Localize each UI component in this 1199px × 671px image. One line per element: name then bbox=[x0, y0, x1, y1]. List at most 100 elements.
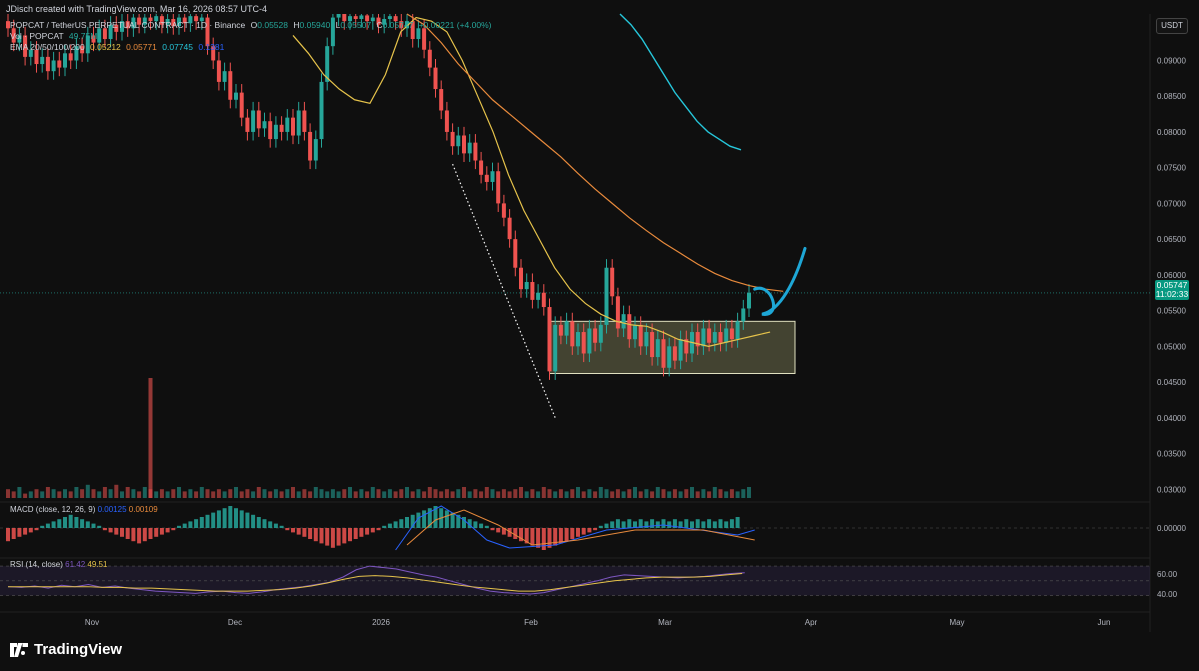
volume-bar bbox=[17, 487, 22, 498]
candle-body bbox=[644, 332, 649, 347]
candle-body bbox=[405, 21, 409, 29]
legend-l-label: L bbox=[335, 20, 341, 30]
dotted-trend-line bbox=[452, 163, 556, 419]
candle-body bbox=[450, 131, 455, 147]
volume-bar bbox=[159, 489, 164, 498]
candle-body bbox=[262, 121, 267, 129]
candle-body bbox=[684, 339, 689, 354]
volume-bar bbox=[91, 489, 96, 498]
volume-bar bbox=[205, 489, 210, 498]
volume-bar bbox=[667, 491, 672, 498]
volume-bar bbox=[627, 489, 632, 498]
candle-body bbox=[216, 60, 221, 82]
volume-bar bbox=[530, 489, 535, 498]
volume-bar bbox=[644, 489, 649, 498]
candle-body bbox=[336, 14, 341, 18]
macd-histogram-bar bbox=[348, 528, 352, 542]
candle-body bbox=[108, 24, 113, 40]
candle-body bbox=[228, 71, 233, 100]
volume-bar bbox=[655, 487, 660, 498]
macd-histogram-bar bbox=[519, 528, 523, 542]
candle-body bbox=[159, 16, 164, 25]
macd-histogram-bar bbox=[97, 525, 102, 528]
candle-body bbox=[194, 16, 199, 22]
legend-ema20-value: 0.05212 bbox=[90, 42, 121, 52]
macd-histogram-bar bbox=[165, 528, 170, 533]
candle-body bbox=[695, 332, 700, 347]
volume-bar bbox=[638, 491, 643, 498]
price-tick-label: 0.08000 bbox=[1157, 128, 1186, 137]
macd-histogram-bar bbox=[638, 519, 643, 528]
volume-bar bbox=[182, 491, 187, 498]
candle-body bbox=[655, 339, 660, 358]
candle-body bbox=[359, 15, 364, 20]
price-tick-label: 0.04500 bbox=[1157, 378, 1186, 387]
candle-body bbox=[735, 321, 740, 340]
macd-histogram-bar bbox=[40, 525, 45, 528]
macd-histogram-bar bbox=[256, 517, 261, 528]
candle-body bbox=[507, 217, 512, 240]
candle-body bbox=[91, 35, 96, 43]
legend-ema100-value: 0.07745 bbox=[162, 42, 193, 52]
candle-body bbox=[729, 328, 734, 340]
macd-zero-label: 0.00000 bbox=[1157, 524, 1186, 533]
volume-bar bbox=[724, 491, 729, 498]
attribution-text: JDisch created with TradingView.com, Mar… bbox=[6, 4, 267, 14]
candle-body bbox=[365, 15, 370, 22]
macd-histogram-bar bbox=[80, 519, 85, 528]
volume-bar bbox=[473, 489, 478, 498]
candle-body bbox=[547, 307, 552, 372]
volume-bar bbox=[85, 484, 90, 498]
candle-body bbox=[610, 267, 615, 297]
volume-bar bbox=[707, 491, 712, 498]
macd-histogram-bar bbox=[576, 528, 580, 537]
volume-bar bbox=[194, 491, 199, 498]
volume-bar bbox=[142, 487, 147, 498]
volume-bar bbox=[678, 491, 683, 498]
price-tick-label: 0.03500 bbox=[1157, 450, 1186, 459]
time-tick-label: Nov bbox=[85, 618, 99, 627]
candle-body bbox=[51, 60, 56, 72]
macd-label: MACD (close, 12, 26, 9) bbox=[10, 505, 96, 514]
macd-histogram-bar bbox=[273, 523, 278, 528]
volume-bar bbox=[735, 491, 740, 498]
volume-bar bbox=[359, 489, 364, 498]
candle-body bbox=[120, 21, 124, 32]
legend-volume-row: Vol · POPCAT 49.75M bbox=[10, 31, 491, 42]
candle-body bbox=[34, 49, 39, 65]
macd-histogram-bar bbox=[228, 506, 233, 528]
macd-histogram-bar bbox=[148, 528, 153, 539]
tradingview-brand[interactable]: TradingView bbox=[10, 641, 122, 658]
volume-bar bbox=[382, 491, 387, 498]
volume-bar bbox=[393, 491, 398, 498]
projection-drawing bbox=[753, 246, 807, 316]
time-tick-label: Dec bbox=[228, 618, 242, 627]
volume-bar bbox=[211, 491, 216, 498]
volume-bar bbox=[581, 491, 586, 498]
macd-histogram-bar bbox=[68, 514, 73, 528]
volume-bar bbox=[439, 491, 444, 498]
volume-bar-spike bbox=[148, 378, 153, 498]
volume-bar bbox=[268, 491, 273, 498]
macd-histogram-bar bbox=[541, 528, 546, 550]
volume-bar bbox=[74, 487, 79, 498]
volume-bar bbox=[120, 491, 124, 498]
price-tick-label: 0.07000 bbox=[1157, 199, 1186, 208]
candle-body bbox=[519, 267, 523, 290]
volume-bar bbox=[450, 491, 455, 498]
volume-bar bbox=[661, 489, 666, 498]
volume-bar bbox=[456, 489, 461, 498]
macd-histogram-bar bbox=[91, 523, 96, 528]
volume-bar bbox=[6, 489, 10, 498]
volume-bar bbox=[701, 489, 706, 498]
legend-symbol: POPCAT / TetherUS PERPETUAL CONTRACT · 1… bbox=[10, 20, 246, 30]
volume-bar bbox=[695, 491, 700, 498]
currency-button[interactable]: USDT bbox=[1156, 18, 1188, 34]
last-price-countdown: 11:02:33 bbox=[1155, 289, 1189, 299]
volume-bar bbox=[444, 489, 449, 498]
candle-body bbox=[422, 28, 427, 50]
candle-body bbox=[308, 131, 313, 161]
candle-body bbox=[296, 110, 301, 136]
macd-histogram-bar bbox=[433, 506, 438, 528]
